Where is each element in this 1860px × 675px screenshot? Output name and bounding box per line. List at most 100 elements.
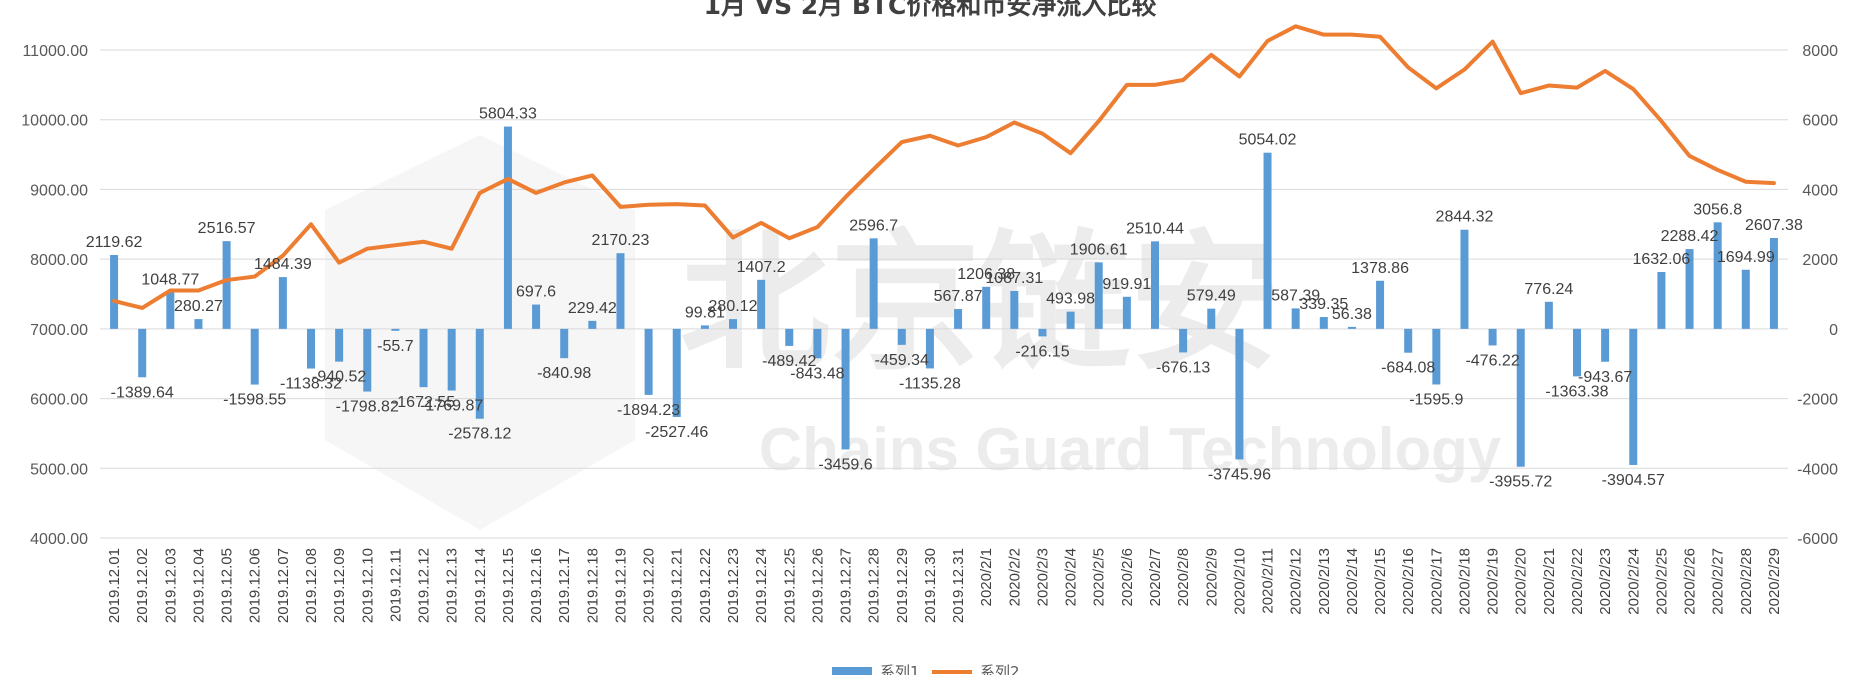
x-tick-label: 2020/2/3 <box>1034 548 1051 606</box>
data-label: 1087.31 <box>985 270 1043 287</box>
x-tick-label: 2019.12.04 <box>190 548 207 623</box>
data-label: 697.6 <box>516 284 556 301</box>
bar <box>1544 301 1553 329</box>
x-tick-label: 2019.12.16 <box>528 548 545 623</box>
data-label: -216.15 <box>1015 343 1069 360</box>
x-tick-label: 2019.12.21 <box>669 548 686 623</box>
data-label: 2288.42 <box>1661 228 1719 245</box>
bar <box>447 328 456 391</box>
data-label: 5054.02 <box>1239 132 1297 149</box>
bar <box>841 328 850 450</box>
x-tick-label: 2019.12.05 <box>219 548 236 623</box>
bar <box>1516 328 1525 467</box>
data-label: 2510.44 <box>1126 220 1184 237</box>
data-label: -1389.64 <box>111 384 174 401</box>
right-tick-label: 2000 <box>1802 252 1838 269</box>
data-label: -940.52 <box>312 369 366 386</box>
bar <box>335 328 344 362</box>
data-label: -3459.6 <box>818 456 872 473</box>
x-tick-label: 2020/2/19 <box>1485 548 1502 615</box>
bar <box>1404 328 1413 353</box>
data-label: 339.35 <box>1299 296 1348 313</box>
data-label: -1769.87 <box>420 398 483 415</box>
x-tick-label: 2020/2/27 <box>1710 548 1727 615</box>
right-tick-label: 0 <box>1829 322 1838 339</box>
data-label: 919.91 <box>1102 276 1151 293</box>
bar <box>1460 229 1469 329</box>
x-tick-label: 2020/2/23 <box>1597 548 1614 615</box>
data-label: -1363.38 <box>1545 383 1608 400</box>
right-tick-label: -2000 <box>1797 392 1838 409</box>
data-label: -1894.23 <box>617 402 680 419</box>
data-label: 1048.77 <box>141 271 199 288</box>
x-tick-label: 2020/2/20 <box>1513 548 1530 615</box>
data-label: 2596.7 <box>849 217 898 234</box>
bar <box>532 304 541 329</box>
bar <box>1432 328 1441 385</box>
data-label: 493.98 <box>1046 291 1095 308</box>
right-tick-label: 6000 <box>1802 113 1838 130</box>
left-tick-label: 9000.00 <box>30 182 88 199</box>
data-label: -1138.32 <box>280 376 342 393</box>
x-tick-label: 2019.12.15 <box>500 548 517 623</box>
gridlines <box>100 49 1788 539</box>
chart-title: 1月 VS 2月 BTC价格和币安净流入比较 <box>704 0 1157 20</box>
data-label: -476.22 <box>1465 352 1519 369</box>
x-tick-label: 2019.12.13 <box>444 548 461 623</box>
x-tick-label: 2019.12.12 <box>416 548 433 623</box>
data-label: -1672.55 <box>392 394 455 411</box>
series1-bars <box>110 126 1778 467</box>
bar-data-labels: 2119.62 -1389.64 1048.77 280.27 2516.57 -1598… <box>86 106 1803 491</box>
x-tick-label: 2020/2/4 <box>1063 548 1080 606</box>
x-tick-label: 2019.12.17 <box>556 548 573 623</box>
bar <box>869 238 878 329</box>
x-tick-label: 2019.12.14 <box>472 548 489 623</box>
data-label: -1595.9 <box>1409 391 1463 408</box>
data-label: 2516.57 <box>198 220 256 237</box>
bar <box>1685 249 1694 329</box>
data-label: -1798.82 <box>336 399 399 416</box>
data-label: -55.7 <box>377 338 414 355</box>
data-label: 99.81 <box>685 304 725 321</box>
bar <box>729 319 737 329</box>
x-tick-label: 2020/2/11 <box>1260 548 1277 614</box>
left-tick-label: 7000.00 <box>30 322 88 339</box>
x-tick-label: 2019.12.19 <box>612 548 629 623</box>
data-label: -1135.28 <box>899 375 961 392</box>
x-tick-label: 2020/2/5 <box>1091 548 1108 606</box>
right-tick-label: 4000 <box>1802 182 1838 199</box>
data-label: 579.49 <box>1187 288 1236 305</box>
data-label: -843.48 <box>790 365 844 382</box>
x-tick-label: 2019.12.01 <box>106 548 123 623</box>
x-tick-label: 2019.12.10 <box>359 548 376 623</box>
bar <box>194 319 203 329</box>
data-label: -3904.57 <box>1602 472 1665 489</box>
data-label: 1206.38 <box>957 266 1015 283</box>
bar <box>644 328 653 395</box>
x-tick-label: 2020/2/28 <box>1738 548 1755 615</box>
bar <box>475 328 484 419</box>
bar <box>110 254 119 329</box>
bar <box>363 328 372 392</box>
data-label: 587.39 <box>1271 287 1320 304</box>
x-tick-label: 2020/2/2 <box>1006 548 1023 606</box>
bar <box>1066 311 1075 329</box>
x-tick-label: 2019.12.31 <box>950 548 967 623</box>
bar <box>1713 222 1722 329</box>
bar <box>1376 280 1385 329</box>
watermark-text: Chains Guard Technology <box>759 416 1502 483</box>
bar <box>250 328 259 385</box>
x-tick-label: 2020/2/10 <box>1231 548 1248 615</box>
x-tick-label: 2020/2/6 <box>1119 548 1136 606</box>
bar <box>1629 328 1638 465</box>
bar <box>954 309 963 329</box>
data-label: -840.98 <box>537 365 591 382</box>
bar <box>1179 328 1188 353</box>
x-tick-label: 2020/2/13 <box>1316 548 1333 615</box>
x-tick-label: 2019.12.03 <box>162 548 179 623</box>
data-label: 2844.32 <box>1436 209 1494 226</box>
bar <box>925 328 934 369</box>
x-tick-label: 2019.12.24 <box>753 548 770 623</box>
bar <box>560 328 569 359</box>
